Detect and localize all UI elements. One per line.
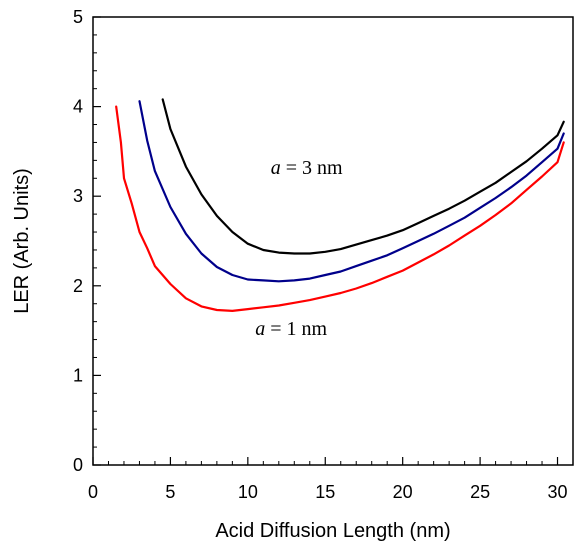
x-tick-label: 10 (238, 482, 258, 502)
x-tick-label: 20 (393, 482, 413, 502)
curve-annotation: a = 1 nm (255, 318, 327, 340)
x-tick-label: 0 (88, 482, 98, 502)
plot-frame (92, 16, 574, 466)
y-axis-title: LER (Arb. Units) (11, 168, 33, 314)
y-tick-label: 4 (73, 97, 83, 117)
y-tick-label: 2 (73, 276, 83, 296)
y-tick-label: 1 (73, 365, 83, 385)
x-tick-label: 5 (165, 482, 175, 502)
y-tick-label: 3 (73, 186, 83, 206)
x-tick-label: 15 (315, 482, 335, 502)
curve-annotation: a = 3 nm (271, 157, 343, 179)
series-line-2 (138, 100, 565, 283)
y-tick-label: 5 (73, 7, 83, 27)
x-tick-label: 30 (548, 482, 568, 502)
y-tick-label: 0 (73, 455, 83, 475)
annotation-layer: a = 3 nm a = 1 nm (255, 157, 343, 340)
axis-tick-labels: 0 5 10 15 20 25 30 0 1 2 3 4 5 (73, 7, 568, 502)
plot-border (92, 16, 574, 466)
series-line-1 (161, 98, 565, 255)
x-tick-label: 25 (470, 482, 490, 502)
axis-ticks (92, 16, 574, 466)
series-layer (115, 98, 565, 312)
x-axis-title: Acid Diffusion Length (nm) (215, 520, 450, 542)
series-line-3 (115, 105, 565, 312)
